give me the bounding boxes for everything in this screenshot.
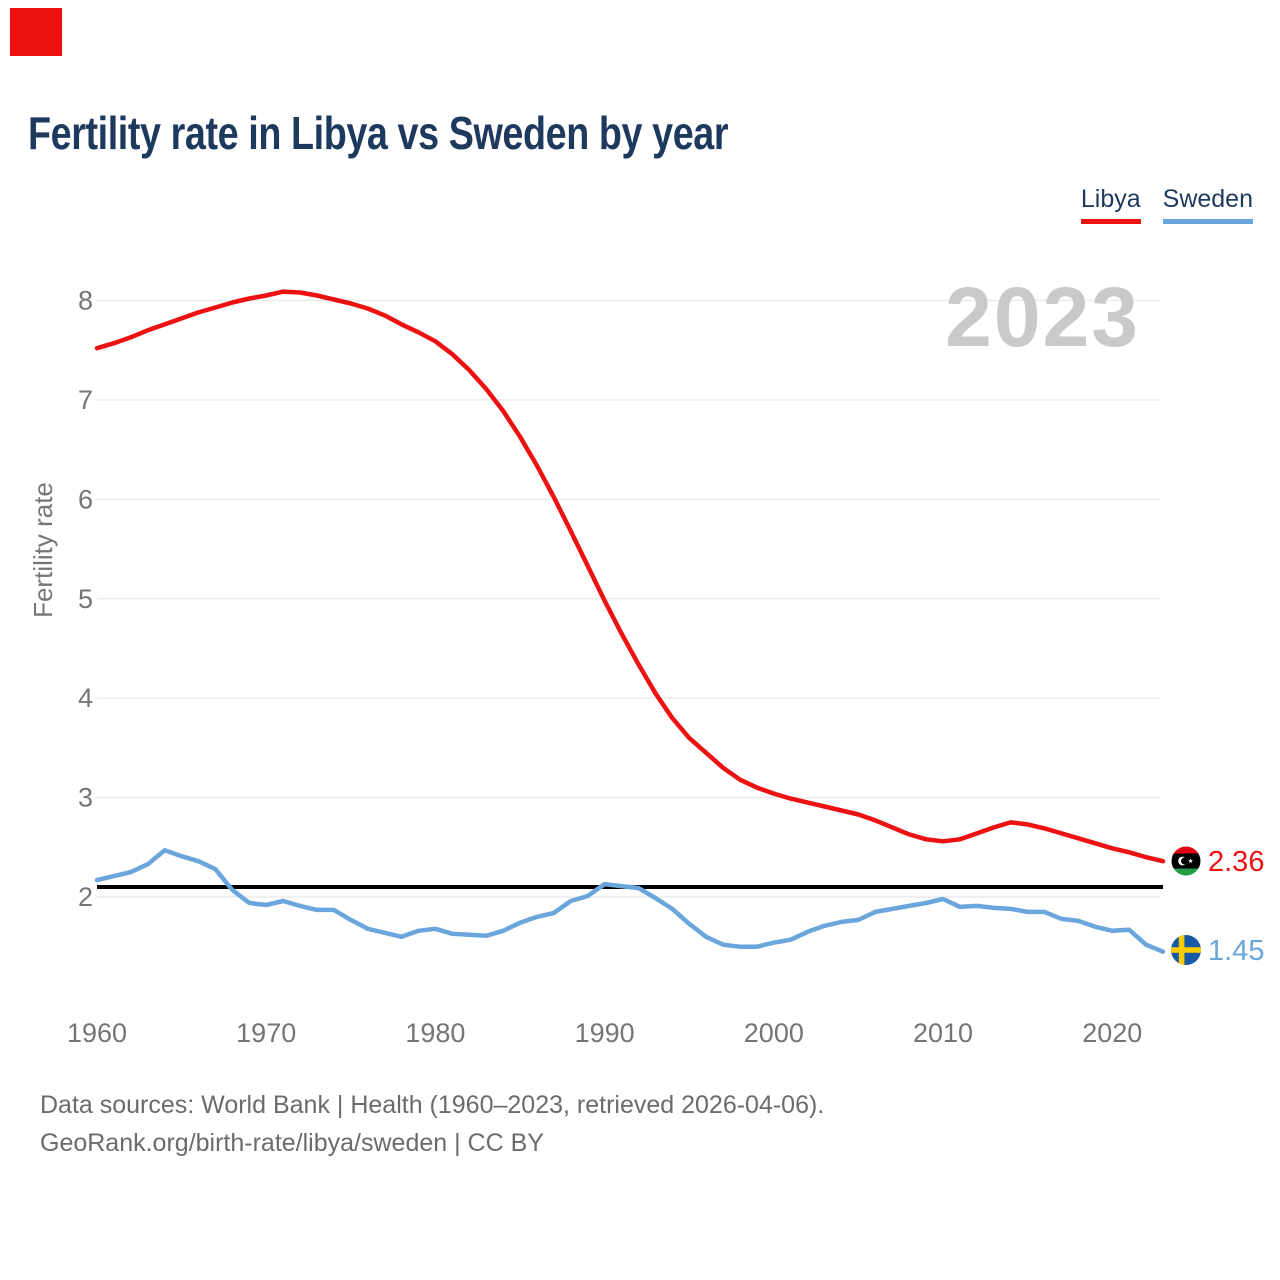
x-tick-label: 1960: [67, 1018, 127, 1048]
sweden-line: [94, 848, 1166, 954]
x-tick-label: 2020: [1082, 1018, 1142, 1048]
libya-value-label: 2.36: [1208, 846, 1264, 878]
x-tick-label: 1970: [236, 1018, 296, 1048]
y-axis-title: Fertility rate: [28, 482, 58, 618]
legend-item-sweden[interactable]: Sweden: [1162, 185, 1253, 224]
y-tick-label: 5: [78, 584, 93, 614]
libya-flag-icon: [1171, 846, 1201, 876]
y-tick-label: 2: [78, 882, 93, 912]
libya-line: [94, 289, 1166, 864]
y-tick-label: 4: [78, 683, 93, 713]
page-title: Fertility rate in Libya vs Sweden by yea…: [28, 107, 729, 159]
x-tick-label: 2000: [744, 1018, 804, 1048]
legend-item-libya[interactable]: Libya: [1080, 185, 1141, 224]
x-tick-label: 1980: [405, 1018, 465, 1048]
footer-source-line: Data sources: World Bank | Health (1960–…: [40, 1091, 825, 1119]
y-tick-label: 7: [78, 385, 93, 415]
y-tick-label: 6: [78, 484, 93, 514]
watermark-year: 2023: [945, 270, 1140, 364]
red-marker-rectangle: [10, 8, 62, 56]
x-tick-label: 1990: [575, 1018, 635, 1048]
legend: Libya Sweden: [1080, 185, 1253, 224]
footer: Data sources: World Bank | Health (1960–…: [40, 1086, 824, 1162]
footer-url-line: GeoRank.org/birth-rate/libya/sweden | CC…: [40, 1129, 544, 1157]
y-tick-label: 8: [78, 286, 93, 316]
sweden-flag-icon: [1171, 935, 1201, 965]
x-tick-label: 2010: [913, 1018, 973, 1048]
sweden-value-label: 1.45: [1208, 935, 1264, 967]
y-tick-label: 3: [78, 783, 93, 813]
